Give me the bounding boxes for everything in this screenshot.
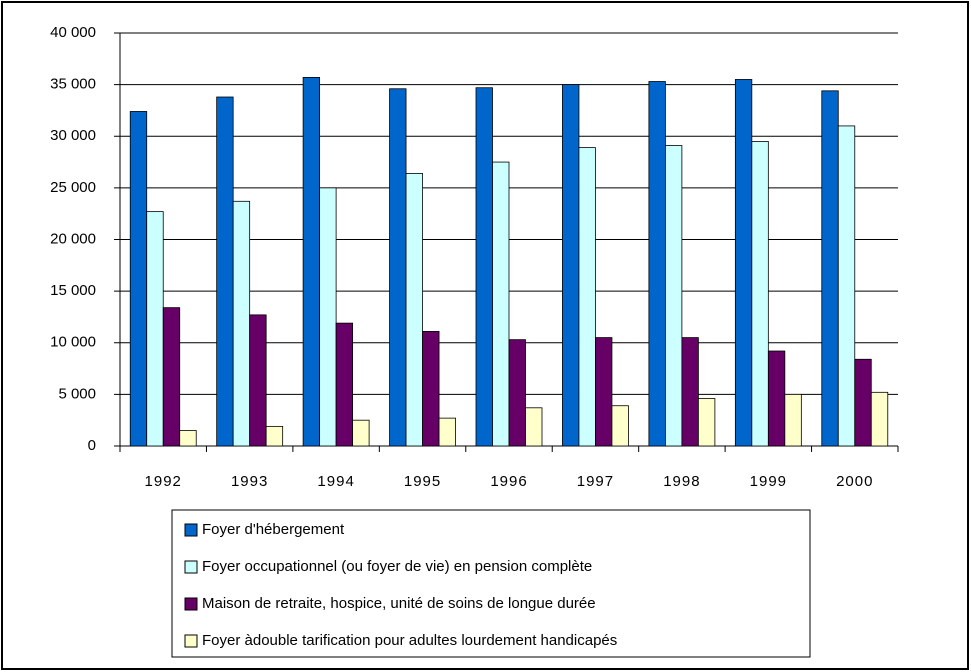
legend-label: Maison de retraite, hospice, unité de so… <box>202 595 596 612</box>
bar <box>422 330 440 447</box>
x-tick-label: 1992 <box>145 473 182 490</box>
bar <box>319 187 337 447</box>
bar <box>562 84 580 447</box>
bar <box>821 90 839 447</box>
bar <box>508 339 526 447</box>
y-tick-label: 40 000 <box>50 24 96 41</box>
bar <box>525 407 543 447</box>
bar <box>405 173 423 447</box>
bar <box>129 111 148 447</box>
legend-box <box>171 509 811 658</box>
bar <box>249 314 267 447</box>
legend-swatch <box>184 634 198 648</box>
x-tick-label: 1999 <box>750 473 787 490</box>
bar <box>146 211 164 447</box>
x-tick-label: 1996 <box>490 473 527 490</box>
bar <box>162 307 181 447</box>
x-tick-label: 1995 <box>404 473 441 490</box>
bar <box>784 393 802 447</box>
bar <box>648 81 666 447</box>
bar <box>595 337 613 447</box>
y-tick-label: 5 000 <box>58 385 96 402</box>
bar <box>302 76 321 447</box>
bar <box>352 419 370 447</box>
x-tick-label: 1994 <box>317 473 354 490</box>
y-tick-label: 0 <box>88 437 96 454</box>
bar <box>751 141 769 447</box>
y-tick-label: 25 000 <box>50 179 96 196</box>
legend-label: Foyer occupationnel (ou foyer de vie) en… <box>202 558 592 575</box>
y-tick-label: 15 000 <box>50 282 96 299</box>
bar <box>335 322 354 447</box>
y-tick-label: 10 000 <box>50 334 96 351</box>
bar <box>492 161 510 447</box>
x-tick-label: 1998 <box>663 473 700 490</box>
bar <box>681 337 699 447</box>
bar <box>389 88 407 447</box>
x-tick-label: 1997 <box>577 473 614 490</box>
bar <box>611 405 629 447</box>
bar <box>475 87 493 447</box>
bar <box>438 417 456 447</box>
bar <box>232 200 251 447</box>
bar <box>767 350 786 447</box>
bar <box>179 430 197 447</box>
y-tick-label: 20 000 <box>50 230 96 247</box>
bar <box>216 96 234 447</box>
bar <box>837 125 856 447</box>
legend-swatch <box>184 560 198 574</box>
bar <box>734 79 753 447</box>
bar <box>854 358 872 447</box>
x-tick-label: 1993 <box>231 473 268 490</box>
y-tick-label: 35 000 <box>50 76 96 93</box>
legend-swatch <box>184 597 198 611</box>
legend-label: Foyer àdouble tarification pour adultes … <box>202 632 617 649</box>
bar <box>265 425 284 447</box>
legend-swatch <box>184 523 198 537</box>
legend-label: Foyer d'hébergement <box>202 521 345 538</box>
bar <box>870 391 889 447</box>
y-tick-label: 30 000 <box>50 127 96 144</box>
x-tick-label: 2000 <box>836 473 873 490</box>
bar <box>664 145 683 447</box>
bar <box>697 398 716 447</box>
bar <box>578 147 596 447</box>
